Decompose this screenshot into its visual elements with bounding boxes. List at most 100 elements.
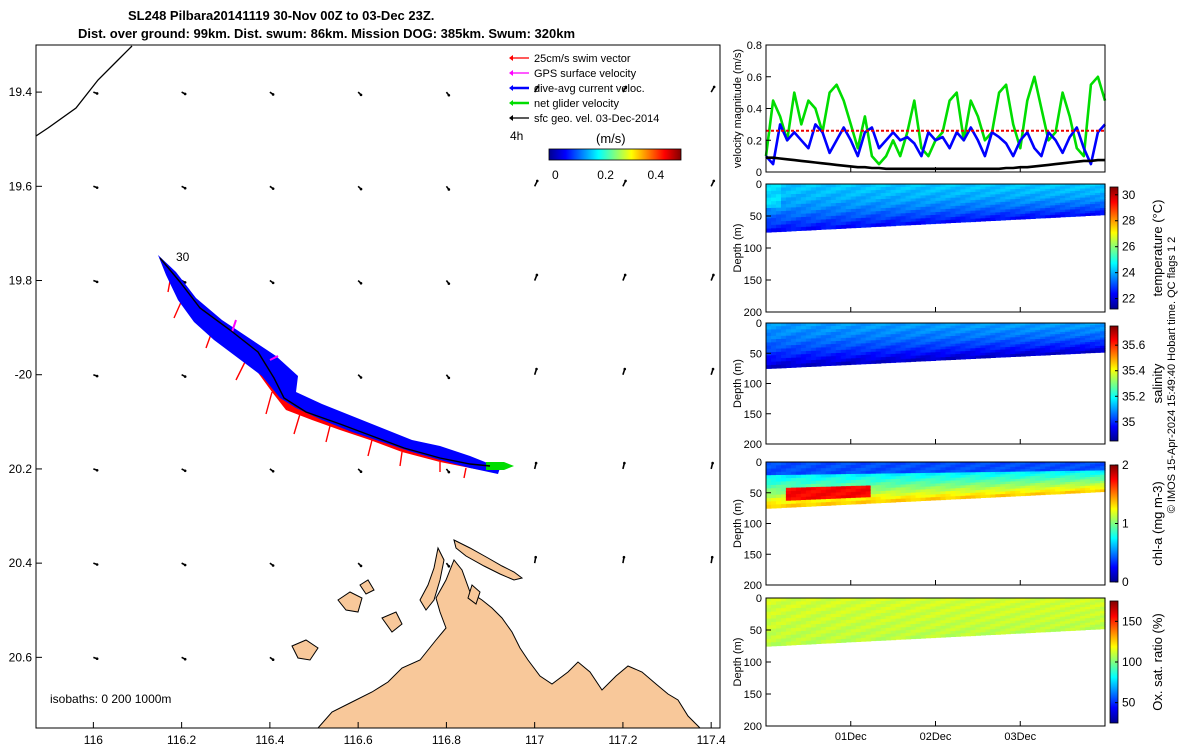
section-cell [945, 485, 952, 490]
section-cell [1100, 341, 1106, 345]
section-cell [1050, 210, 1056, 214]
section-cell [935, 333, 942, 337]
section-cell [781, 204, 787, 209]
section-cell [970, 333, 976, 337]
section-cell [1100, 350, 1106, 353]
section-cell [925, 489, 932, 493]
section-cell [815, 222, 822, 227]
section-cell [771, 207, 777, 212]
section-cell [781, 332, 787, 337]
section-cell [825, 338, 832, 342]
section-cell [990, 350, 996, 354]
section-cell [955, 619, 961, 624]
section-cell [1065, 351, 1071, 355]
section-cell [955, 614, 961, 618]
section-cell [1030, 334, 1036, 338]
section-cell [870, 193, 877, 197]
section-cell [1030, 464, 1036, 468]
panel-ylabel: velocity magnitude (m/s) [732, 49, 744, 168]
section-cell [965, 480, 971, 484]
section-cell [815, 216, 822, 221]
section-cell [975, 462, 981, 466]
section-cell [815, 462, 822, 466]
section-cell [1045, 196, 1051, 199]
section-cell [815, 350, 822, 355]
geo-velocity-arrowhead [622, 555, 626, 559]
section-cell [766, 355, 772, 360]
section-cell [950, 203, 957, 207]
section-cell [885, 499, 892, 503]
section-cell [820, 341, 827, 345]
section-cell [1010, 211, 1016, 215]
section-cell [935, 217, 942, 221]
section-cell [1070, 209, 1076, 213]
section-cell [810, 611, 817, 615]
section-cell [890, 484, 897, 489]
section-cell [980, 469, 986, 473]
section-cell [825, 502, 832, 506]
section-cell [985, 210, 991, 214]
section-cell [776, 190, 782, 195]
section-cell [895, 348, 902, 352]
section-cell [950, 219, 957, 223]
section-cell [781, 481, 787, 486]
section-cell [910, 635, 917, 640]
section-cell [785, 621, 792, 626]
section-cell [815, 187, 822, 191]
section-cell [895, 627, 902, 631]
ytick-label: 150 [744, 549, 762, 561]
section-cell [1070, 475, 1076, 479]
section-cell [920, 186, 927, 191]
section-cell [1080, 329, 1086, 333]
section-cell [1090, 470, 1096, 474]
section-cell [975, 186, 981, 190]
map-xtick-label: 117.4 [697, 733, 726, 747]
section-cell [815, 614, 822, 618]
section-cell [771, 358, 777, 363]
section-cell [865, 325, 872, 330]
section-cell [1005, 474, 1011, 478]
section-cell [815, 465, 822, 469]
section-cell [1050, 338, 1056, 342]
section-cell [880, 325, 887, 330]
section-cell [870, 196, 877, 200]
section-cell [1050, 336, 1056, 340]
speed-colorbar [548, 148, 682, 161]
section-cell [1025, 191, 1031, 195]
section-cell [1055, 609, 1061, 613]
section-cell [940, 206, 947, 210]
section-cell [766, 218, 772, 223]
section-cell [805, 604, 812, 609]
section-cell [990, 347, 996, 351]
section-cell [825, 209, 832, 214]
section-cell [920, 331, 927, 335]
section-cell [1060, 184, 1066, 187]
section-cell [1055, 486, 1061, 490]
section-cell [1055, 477, 1061, 481]
section-cell [825, 225, 832, 230]
section-cell [800, 496, 807, 501]
section-cell [1090, 208, 1096, 212]
section-cell [1090, 199, 1096, 203]
section-cell [820, 209, 827, 214]
section-cell [905, 476, 912, 480]
section-cell [1000, 486, 1006, 490]
section-cell [825, 477, 832, 482]
section-cell [915, 218, 922, 222]
section-cell [1035, 193, 1041, 197]
section-cell [970, 189, 976, 193]
section-cell [990, 629, 996, 633]
section-cell [855, 346, 862, 350]
section-cell [850, 196, 857, 201]
section-cell [790, 354, 797, 359]
section-cell [1010, 481, 1016, 485]
section-cell [890, 479, 897, 483]
section-cell [1080, 211, 1086, 215]
section-cell [940, 351, 947, 356]
section-cell [875, 208, 882, 212]
section-cell [865, 337, 872, 341]
section-cell [1075, 470, 1081, 474]
section-cell [990, 467, 996, 471]
section-cell [975, 350, 981, 354]
section-cell [766, 342, 772, 347]
